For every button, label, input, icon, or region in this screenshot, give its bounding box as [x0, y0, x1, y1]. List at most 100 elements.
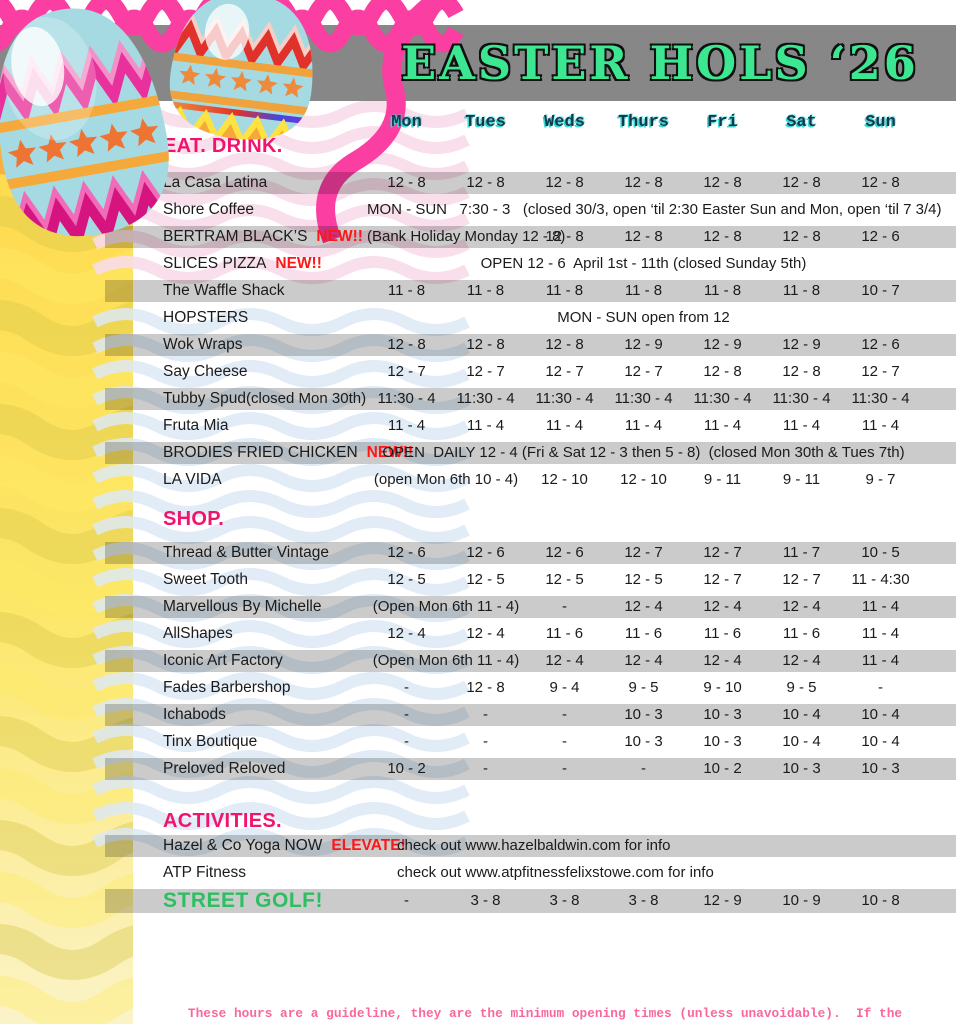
day-header-mon: Mon: [391, 113, 422, 132]
hours-cell: 12 - 8: [466, 336, 505, 353]
table-row: LA VIDA (open Mon 6th 10 - 4) 12 - 10 12 - …: [105, 469, 956, 491]
venue-name: Preloved Reloved: [163, 760, 286, 777]
hours-cell: 10 - 2: [387, 760, 426, 777]
page-title: EASTER HOLS ‘26: [400, 35, 919, 92]
hours-cell: 11 - 4: [861, 652, 900, 669]
hours-cell: 11 - 8: [387, 282, 426, 299]
venue-name-cell: SLICES PIZZA NEW!!: [105, 253, 367, 275]
hours-cell: 12 - 7: [861, 363, 900, 380]
hours-cell: 12 - 8: [703, 174, 742, 191]
hours-cell: 12 - 8: [466, 679, 505, 696]
hours-cell: 12 - 9: [703, 892, 742, 909]
hours-cell: 10 - 3: [624, 706, 663, 723]
hours-cell: 9 - 10: [703, 679, 742, 696]
venue-name: Say Cheese: [163, 363, 248, 380]
hours-cell: 12 - 4: [782, 598, 821, 615]
venue-name-cell: Shore Coffee: [105, 199, 367, 221]
hours-cell: 11 - 4: [387, 417, 426, 434]
venue-name: La Casa Latina: [163, 174, 268, 191]
section-title-eat-drink: EAT. DRINK.: [163, 135, 283, 157]
hours-cell: OPEN DAILY 12 - 4 (Fri & Sat 12 - 3 then…: [382, 444, 905, 461]
table-row: La Casa Latina 12 - 8 12 - 8 12 - 8 12 - 8 12…: [105, 172, 956, 194]
table-row: Preloved Reloved 10 - 2 - - - 10 - 2 10 - 3 10 …: [105, 758, 956, 780]
venue-name: Fruta Mia: [163, 417, 229, 434]
hours-cell: 10 - 3: [703, 733, 742, 750]
hours-cell: 10 - 3: [703, 706, 742, 723]
day-header-sat: Sat: [786, 113, 817, 132]
highlight-badge: NEW!!: [275, 255, 322, 272]
hours-cell: 12 - 4: [703, 652, 742, 669]
hours-cell: 10 - 9: [782, 892, 821, 909]
hours-cell: -: [483, 760, 488, 777]
venue-name-cell: Fruta Mia: [105, 415, 367, 437]
hours-cell: 11 - 4: [545, 417, 584, 434]
table-row: AllShapes 12 - 4 12 - 4 11 - 6 11 - 6 11 - 6 1…: [105, 623, 956, 645]
hours-cell: 12 - 8: [782, 174, 821, 191]
hours-cell: 11:30 - 4: [614, 390, 673, 407]
table-row: ATP Fitness check out www.atpfitnessfelix…: [105, 862, 956, 884]
hours-cell: 11 - 6: [782, 625, 821, 642]
venue-name: HOPSTERS: [163, 309, 249, 326]
hours-cell: -: [483, 706, 488, 723]
hours-cell: 11 - 8: [466, 282, 505, 299]
hours-cell: (Open Mon 6th 11 - 4): [372, 652, 520, 669]
hours-cell: -: [404, 706, 409, 723]
section-title-shop: SHOP.: [163, 508, 225, 530]
table-row: BRODIES FRIED CHICKEN NEW!! OPEN DAILY 12 …: [105, 442, 956, 464]
venue-name: Fades Barbershop: [163, 679, 291, 696]
hours-cell: 10 - 3: [782, 760, 821, 777]
table-row: Iconic Art Factory (Open Mon 6th 11 - 4) 1…: [105, 650, 956, 672]
hours-cell: 11:30 - 4: [851, 390, 910, 407]
hours-cell: 10 - 4: [782, 733, 821, 750]
section-title-activities: ACTIVITIES.: [163, 810, 282, 832]
hours-cell: 11 - 4: [861, 598, 900, 615]
hours-cell: 9 - 4: [549, 679, 580, 696]
hours-cell: 12 - 8: [861, 174, 900, 191]
hours-cell: -: [878, 679, 883, 696]
hours-cell: -: [562, 760, 567, 777]
hours-cell: 9 - 11: [782, 471, 821, 488]
venue-name: LA VIDA: [163, 471, 222, 488]
venue-name: Ichabods: [163, 706, 226, 723]
hours-cell: 12 - 7: [545, 363, 584, 380]
table-row: The Waffle Shack 11 - 8 11 - 8 11 - 8 11 - 8…: [105, 280, 956, 302]
hours-cell: 12 - 8: [782, 228, 821, 245]
venue-name: BRODIES FRIED CHICKEN: [163, 444, 358, 461]
hours-cell: 11 - 8: [624, 282, 663, 299]
table-row: Say Cheese 12 - 7 12 - 7 12 - 7 12 - 7 12 - 8…: [105, 361, 956, 383]
hours-cell: 12 - 5: [387, 571, 426, 588]
hours-cell: -: [641, 760, 646, 777]
hours-cell: 9 - 5: [786, 679, 817, 696]
table-row: STREET GOLF! - 3 - 8 3 - 8 3 - 8 12 - 9 10 - 9…: [105, 889, 956, 913]
hours-cell: 12 - 4: [703, 598, 742, 615]
hours-cell: 12 - 4: [782, 652, 821, 669]
hours-cell: 12 - 6: [545, 544, 584, 561]
hours-cell: 12 - 7: [703, 544, 742, 561]
hours-cell: MON - SUN open from 12: [557, 309, 730, 326]
hours-cell: -: [562, 733, 567, 750]
venue-name: Thread & Butter Vintage: [163, 544, 330, 561]
schedule-table: EAT. DRINK. La Casa Latina 12 - 8 12 - 8 12…: [105, 135, 956, 918]
venue-name-cell: Tubby Spud (closed Mon 30th): [105, 388, 367, 410]
hours-cell: 12 - 8: [703, 363, 742, 380]
venue-name: STREET GOLF!: [163, 889, 323, 912]
table-row: BERTRAM BLACK’S NEW!! (Bank Holiday Monday…: [105, 226, 956, 248]
hours-cell: 10 - 2: [703, 760, 742, 777]
venue-name: Iconic Art Factory: [163, 652, 283, 669]
venue-name-cell: BRODIES FRIED CHICKEN NEW!!: [105, 442, 413, 464]
hours-cell: 11 - 4: [703, 417, 742, 434]
hours-cell: 12 - 8: [466, 174, 505, 191]
table-row: Fades Barbershop - 12 - 8 9 - 4 9 - 5 9 - 10 9…: [105, 677, 956, 699]
hours-cell: 11:30 - 4: [377, 390, 436, 407]
hours-cell: 11 - 4: [782, 417, 821, 434]
table-row: Marvellous By Michelle (Open Mon 6th 11 -…: [105, 596, 956, 618]
table-row: Tubby Spud (closed Mon 30th) 11:30 - 4 11:3…: [105, 388, 956, 410]
hours-cell: 12 - 6: [861, 336, 900, 353]
venue-name: ATP Fitness: [163, 864, 246, 881]
hours-cell: 12 - 5: [545, 571, 584, 588]
venue-name: Sweet Tooth: [163, 571, 249, 588]
hours-cell: 12 - 4: [545, 652, 584, 669]
hours-cell: 11 - 4: [861, 625, 900, 642]
hours-cell: 11 - 6: [624, 625, 663, 642]
table-row: Thread & Butter Vintage 12 - 6 12 - 6 12 - …: [105, 542, 956, 564]
